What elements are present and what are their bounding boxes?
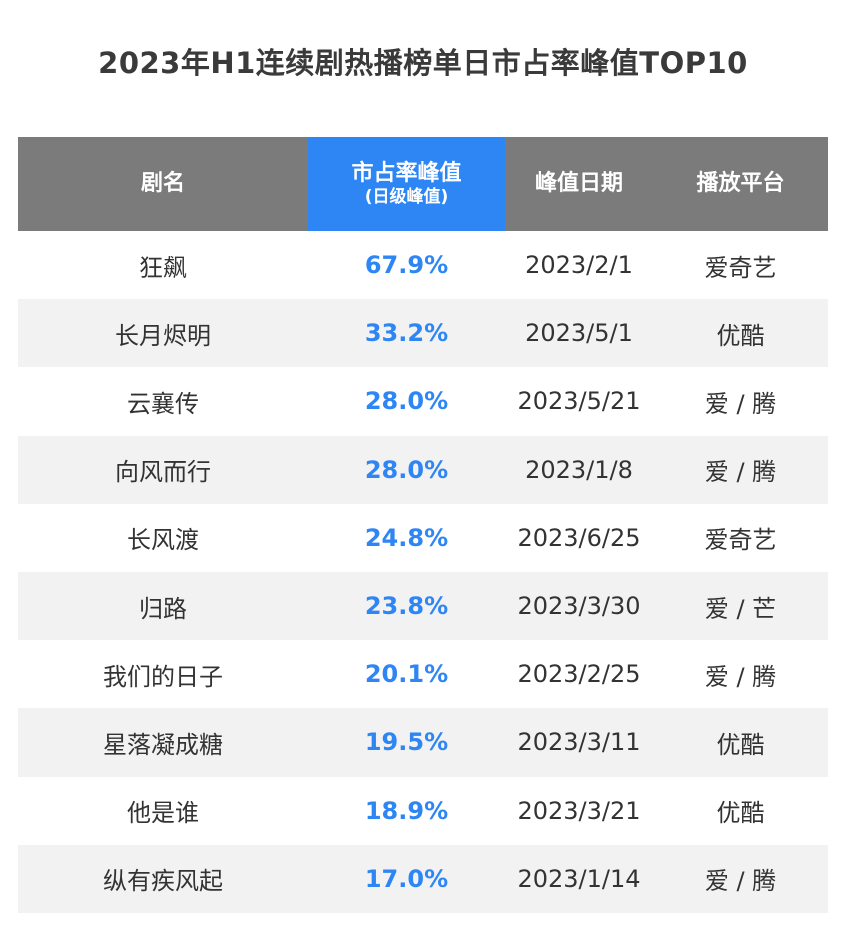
cell-drama-name: 长风渡 xyxy=(127,526,199,555)
table-row: 他是谁 18.9% 2023/3/21 优酷 xyxy=(18,777,828,845)
cell-platform: 优酷 xyxy=(716,799,765,828)
table-row: 我们的日子 20.1% 2023/2/25 爱 / 腾 xyxy=(18,640,828,708)
header-market-share: 市占率峰值 (日级峰值) xyxy=(308,137,505,231)
cell-market-share: 28.0% xyxy=(364,455,449,484)
cell-platform: 爱 / 腾 xyxy=(704,389,777,418)
cell-market-share: 23.8% xyxy=(364,592,449,621)
cell-market-share: 17.0% xyxy=(364,864,449,893)
cell-peak-date: 2023/1/8 xyxy=(525,455,633,484)
cell-peak-date: 2023/3/21 xyxy=(517,796,641,825)
cell-peak-date: 2023/5/21 xyxy=(517,387,641,416)
ranking-table: 剧名 市占率峰值 (日级峰值) 峰值日期 播放平台 狂飙 67.9% 2023/2/… xyxy=(18,137,828,913)
header-label: 剧名 xyxy=(140,171,185,197)
cell-market-share: 33.2% xyxy=(364,319,449,348)
cell-drama-name: 向风而行 xyxy=(115,458,211,487)
table-row: 归路 23.8% 2023/3/30 爱 / 芒 xyxy=(18,571,828,641)
cell-drama-name: 他是谁 xyxy=(127,799,199,828)
header-sublabel: (日级峰值) xyxy=(364,187,449,208)
cell-market-share: 20.1% xyxy=(364,660,449,689)
cell-drama-name: 长月烬明 xyxy=(115,321,211,350)
table-body: 狂飙 67.9% 2023/2/1 爱奇艺 长月烬明 33.2% 2023/5/1 优酷 云襄传… xyxy=(18,231,828,913)
table-row: 星落凝成糖 19.5% 2023/3/11 优酷 xyxy=(18,708,828,777)
cell-market-share: 28.0% xyxy=(364,387,449,416)
cell-platform: 爱 / 腾 xyxy=(704,867,777,896)
chart-title: 2023年H1连续剧热播榜单日市占率峰值TOP10 xyxy=(98,46,748,80)
cell-drama-name: 我们的日子 xyxy=(103,662,223,691)
cell-market-share: 18.9% xyxy=(364,796,449,825)
header-label: 市占率峰值 xyxy=(351,160,462,186)
cell-platform: 爱 / 腾 xyxy=(704,662,777,691)
header-platform: 播放平台 xyxy=(653,137,828,231)
cell-peak-date: 2023/1/14 xyxy=(517,864,641,893)
cell-platform: 优酷 xyxy=(716,321,765,350)
header-label: 峰值日期 xyxy=(534,171,623,197)
cell-peak-date: 2023/3/30 xyxy=(517,592,641,621)
cell-drama-name: 星落凝成糖 xyxy=(103,730,223,759)
header-peak-date: 峰值日期 xyxy=(505,137,653,231)
cell-peak-date: 2023/2/25 xyxy=(517,660,641,689)
cell-market-share: 19.5% xyxy=(364,728,449,757)
cell-market-share: 67.9% xyxy=(364,251,449,280)
cell-drama-name: 纵有疾风起 xyxy=(103,867,223,896)
header-drama-name: 剧名 xyxy=(18,137,308,231)
table-row: 云襄传 28.0% 2023/5/21 爱 / 腾 xyxy=(18,367,828,435)
cell-drama-name: 归路 xyxy=(139,594,187,623)
cell-peak-date: 2023/5/1 xyxy=(525,319,633,348)
cell-drama-name: 云襄传 xyxy=(127,389,199,418)
table-row: 长风渡 24.8% 2023/6/25 爱奇艺 xyxy=(18,504,828,572)
table-row: 纵有疾风起 17.0% 2023/1/14 爱 / 腾 xyxy=(18,844,828,913)
table-row: 长月烬明 33.2% 2023/5/1 优酷 xyxy=(18,299,828,368)
header-label: 播放平台 xyxy=(696,171,785,197)
cell-platform: 爱 / 芒 xyxy=(704,594,777,623)
table-header: 剧名 市占率峰值 (日级峰值) 峰值日期 播放平台 xyxy=(18,137,828,231)
cell-drama-name: 狂飙 xyxy=(139,253,187,282)
cell-peak-date: 2023/3/11 xyxy=(517,728,641,757)
cell-platform: 爱 / 腾 xyxy=(704,458,777,487)
table-row: 向风而行 28.0% 2023/1/8 爱 / 腾 xyxy=(18,435,828,504)
cell-peak-date: 2023/6/25 xyxy=(517,523,641,552)
cell-market-share: 24.8% xyxy=(364,523,449,552)
table-row: 狂飙 67.9% 2023/2/1 爱奇艺 xyxy=(18,231,828,299)
cell-peak-date: 2023/2/1 xyxy=(525,251,633,280)
cell-platform: 爱奇艺 xyxy=(704,526,777,555)
cell-platform: 爱奇艺 xyxy=(704,253,777,282)
cell-platform: 优酷 xyxy=(716,730,765,759)
